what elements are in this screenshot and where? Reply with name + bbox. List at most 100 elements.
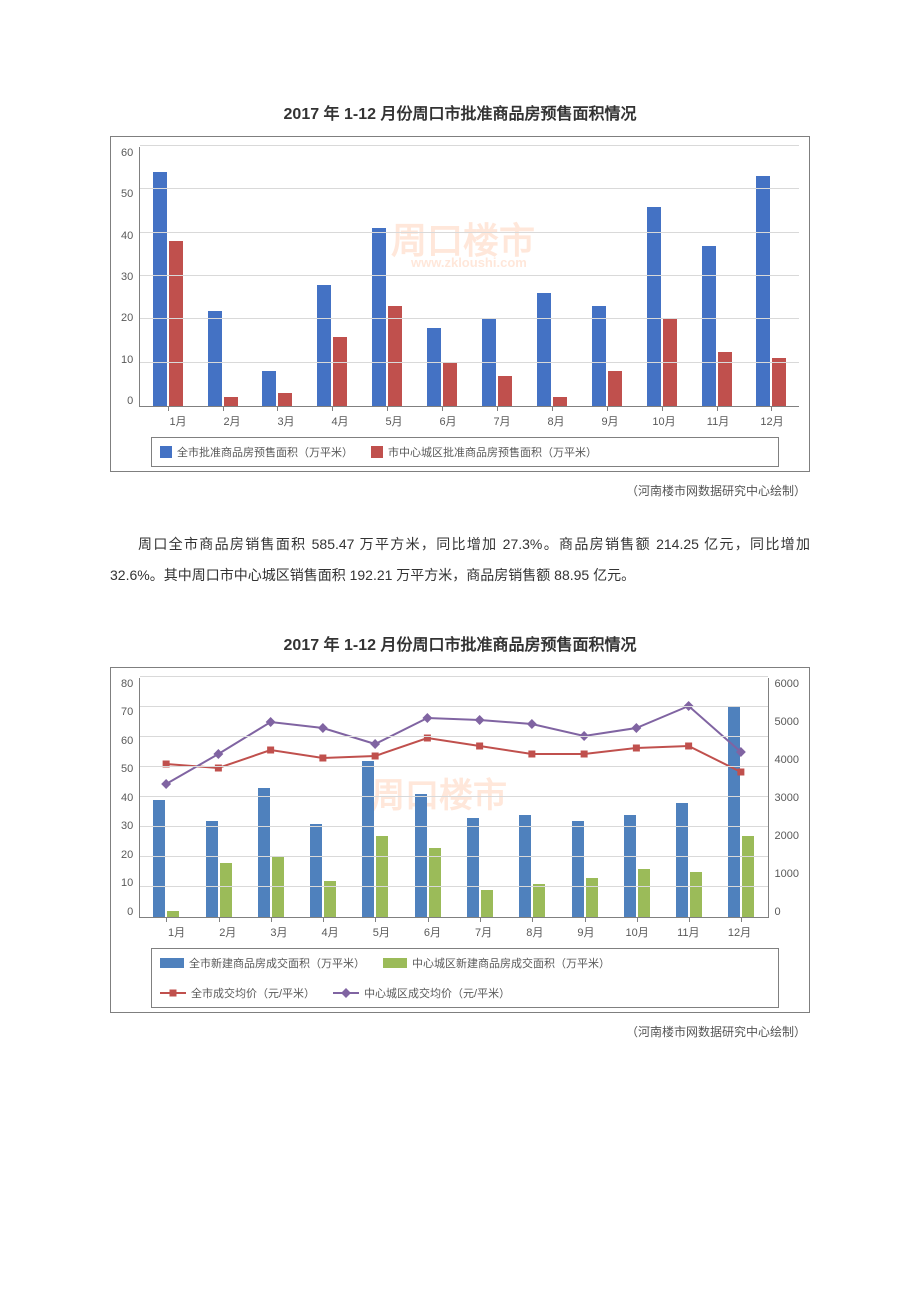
bar-group [689, 147, 744, 406]
bar-group [360, 147, 415, 406]
legend-item: 中心城区成交均价（元/平米） [333, 985, 510, 1001]
bar-group [250, 147, 305, 406]
chart1-legend: 全市批准商品房预售面积（万平米） 市中心城区批准商品房预售面积（万平米） [151, 437, 779, 467]
legend-label: 全市新建商品房成交面积（万平米） [189, 955, 365, 971]
x-label: 3月 [259, 413, 313, 429]
chart1-box: 周口楼市 www.zkloushi.com 6050403020100 1月2月… [110, 136, 810, 472]
bar-group [305, 147, 360, 406]
bar-group [140, 147, 195, 406]
bar [718, 352, 732, 406]
bar [169, 241, 183, 406]
chart1-plot [139, 147, 799, 407]
chart1-x-axis: 1月2月3月4月5月6月7月8月9月10月11月12月 [151, 413, 799, 429]
chart2-legend: 全市新建商品房成交面积（万平米）中心城区新建商品房成交面积（万平米）全市成交均价… [151, 948, 779, 1008]
x-label: 8月 [509, 924, 560, 940]
bar [333, 337, 347, 406]
bar-group [663, 678, 715, 917]
legend-item: 全市新建商品房成交面积（万平米） [160, 955, 365, 971]
legend-swatch [160, 446, 172, 458]
x-label: 11月 [691, 413, 745, 429]
bar [533, 884, 545, 917]
bar [220, 863, 232, 917]
x-label: 8月 [529, 413, 583, 429]
legend-label: 中心城区成交均价（元/平米） [364, 985, 510, 1001]
chart1-title: 2017 年 1-12 月份周口市批准商品房预售面积情况 [110, 100, 810, 124]
legend-label: 全市批准商品房预售面积（万平米） [177, 444, 353, 460]
bar-group [193, 678, 245, 917]
bar-group [611, 678, 663, 917]
bar-group [715, 678, 767, 917]
x-label: 10月 [612, 924, 663, 940]
bar [592, 306, 606, 406]
chart1-credit: （河南楼市网数据研究中心绘制） [110, 482, 810, 499]
bar [608, 371, 622, 406]
bar [537, 293, 551, 406]
bar [388, 306, 402, 406]
bar-group [558, 678, 610, 917]
bar [262, 371, 276, 406]
bar [443, 363, 457, 406]
legend-swatch [371, 446, 383, 458]
bar [586, 878, 598, 917]
chart2-x-axis: 1月2月3月4月5月6月7月8月9月10月11月12月 [151, 924, 765, 940]
x-label: 4月 [305, 924, 356, 940]
legend-label: 中心城区新建商品房成交面积（万平米） [412, 955, 610, 971]
bar-group [415, 147, 470, 406]
bar [153, 800, 165, 917]
chart2-title: 2017 年 1-12 月份周口市批准商品房预售面积情况 [110, 631, 810, 655]
x-label: 2月 [205, 413, 259, 429]
bar-group [349, 678, 401, 917]
bar [362, 761, 374, 917]
bar-group [402, 678, 454, 917]
bar-group [524, 147, 579, 406]
paragraph: 周口全市商品房销售面积 585.47 万平方米，同比增加 27.3%。商品房销售… [110, 529, 810, 591]
chart2-plot [139, 678, 768, 918]
bar-group [506, 678, 558, 917]
x-label: 3月 [253, 924, 304, 940]
bar [167, 911, 179, 917]
bar [690, 872, 702, 917]
bar-group [297, 678, 349, 917]
chart2-y-axis-right: 6000500040003000200010000 [769, 678, 799, 918]
bar [756, 176, 770, 406]
bar [427, 328, 441, 406]
chart2: 2017 年 1-12 月份周口市批准商品房预售面积情况 周口楼市 807060… [110, 631, 810, 1040]
legend-item: 市中心城区批准商品房预售面积（万平米） [371, 444, 597, 460]
bar [638, 869, 650, 917]
x-label: 11月 [663, 924, 714, 940]
bar [310, 824, 322, 917]
bar [482, 319, 496, 406]
x-label: 7月 [475, 413, 529, 429]
bar [663, 319, 677, 406]
bar-group [744, 147, 799, 406]
chart2-box: 周口楼市 80706050403020100 60005000400030002… [110, 667, 810, 1013]
x-label: 1月 [151, 413, 205, 429]
legend-swatch-line [160, 988, 186, 998]
bar-group [195, 147, 250, 406]
bar [278, 393, 292, 406]
legend-swatch [160, 958, 184, 968]
bar [206, 821, 218, 917]
bar-group [454, 678, 506, 917]
x-label: 6月 [421, 413, 475, 429]
bar [553, 397, 567, 406]
bar [153, 172, 167, 406]
bar [208, 311, 222, 406]
bar [317, 285, 331, 406]
bar [572, 821, 584, 917]
bar [647, 207, 661, 406]
x-label: 9月 [560, 924, 611, 940]
bar [742, 836, 754, 917]
x-label: 5月 [356, 924, 407, 940]
bar [772, 358, 786, 406]
bar [258, 788, 270, 917]
x-label: 12月 [745, 413, 799, 429]
chart1-y-axis: 6050403020100 [121, 147, 139, 407]
bar-group [634, 147, 689, 406]
x-label: 6月 [407, 924, 458, 940]
chart2-credit: （河南楼市网数据研究中心绘制） [110, 1023, 810, 1040]
bar [498, 376, 512, 406]
legend-swatch [383, 958, 407, 968]
bar [272, 857, 284, 917]
x-label: 7月 [458, 924, 509, 940]
